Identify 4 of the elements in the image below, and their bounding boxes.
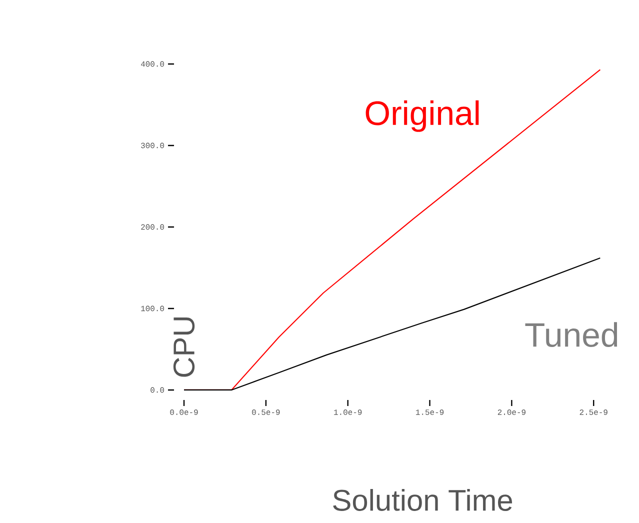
x-axis-title: Solution Time bbox=[333, 489, 512, 511]
series-label: Original bbox=[366, 100, 479, 132]
y-axis-title: CPU bbox=[173, 318, 195, 377]
series-label: Tuned bbox=[525, 322, 618, 347]
